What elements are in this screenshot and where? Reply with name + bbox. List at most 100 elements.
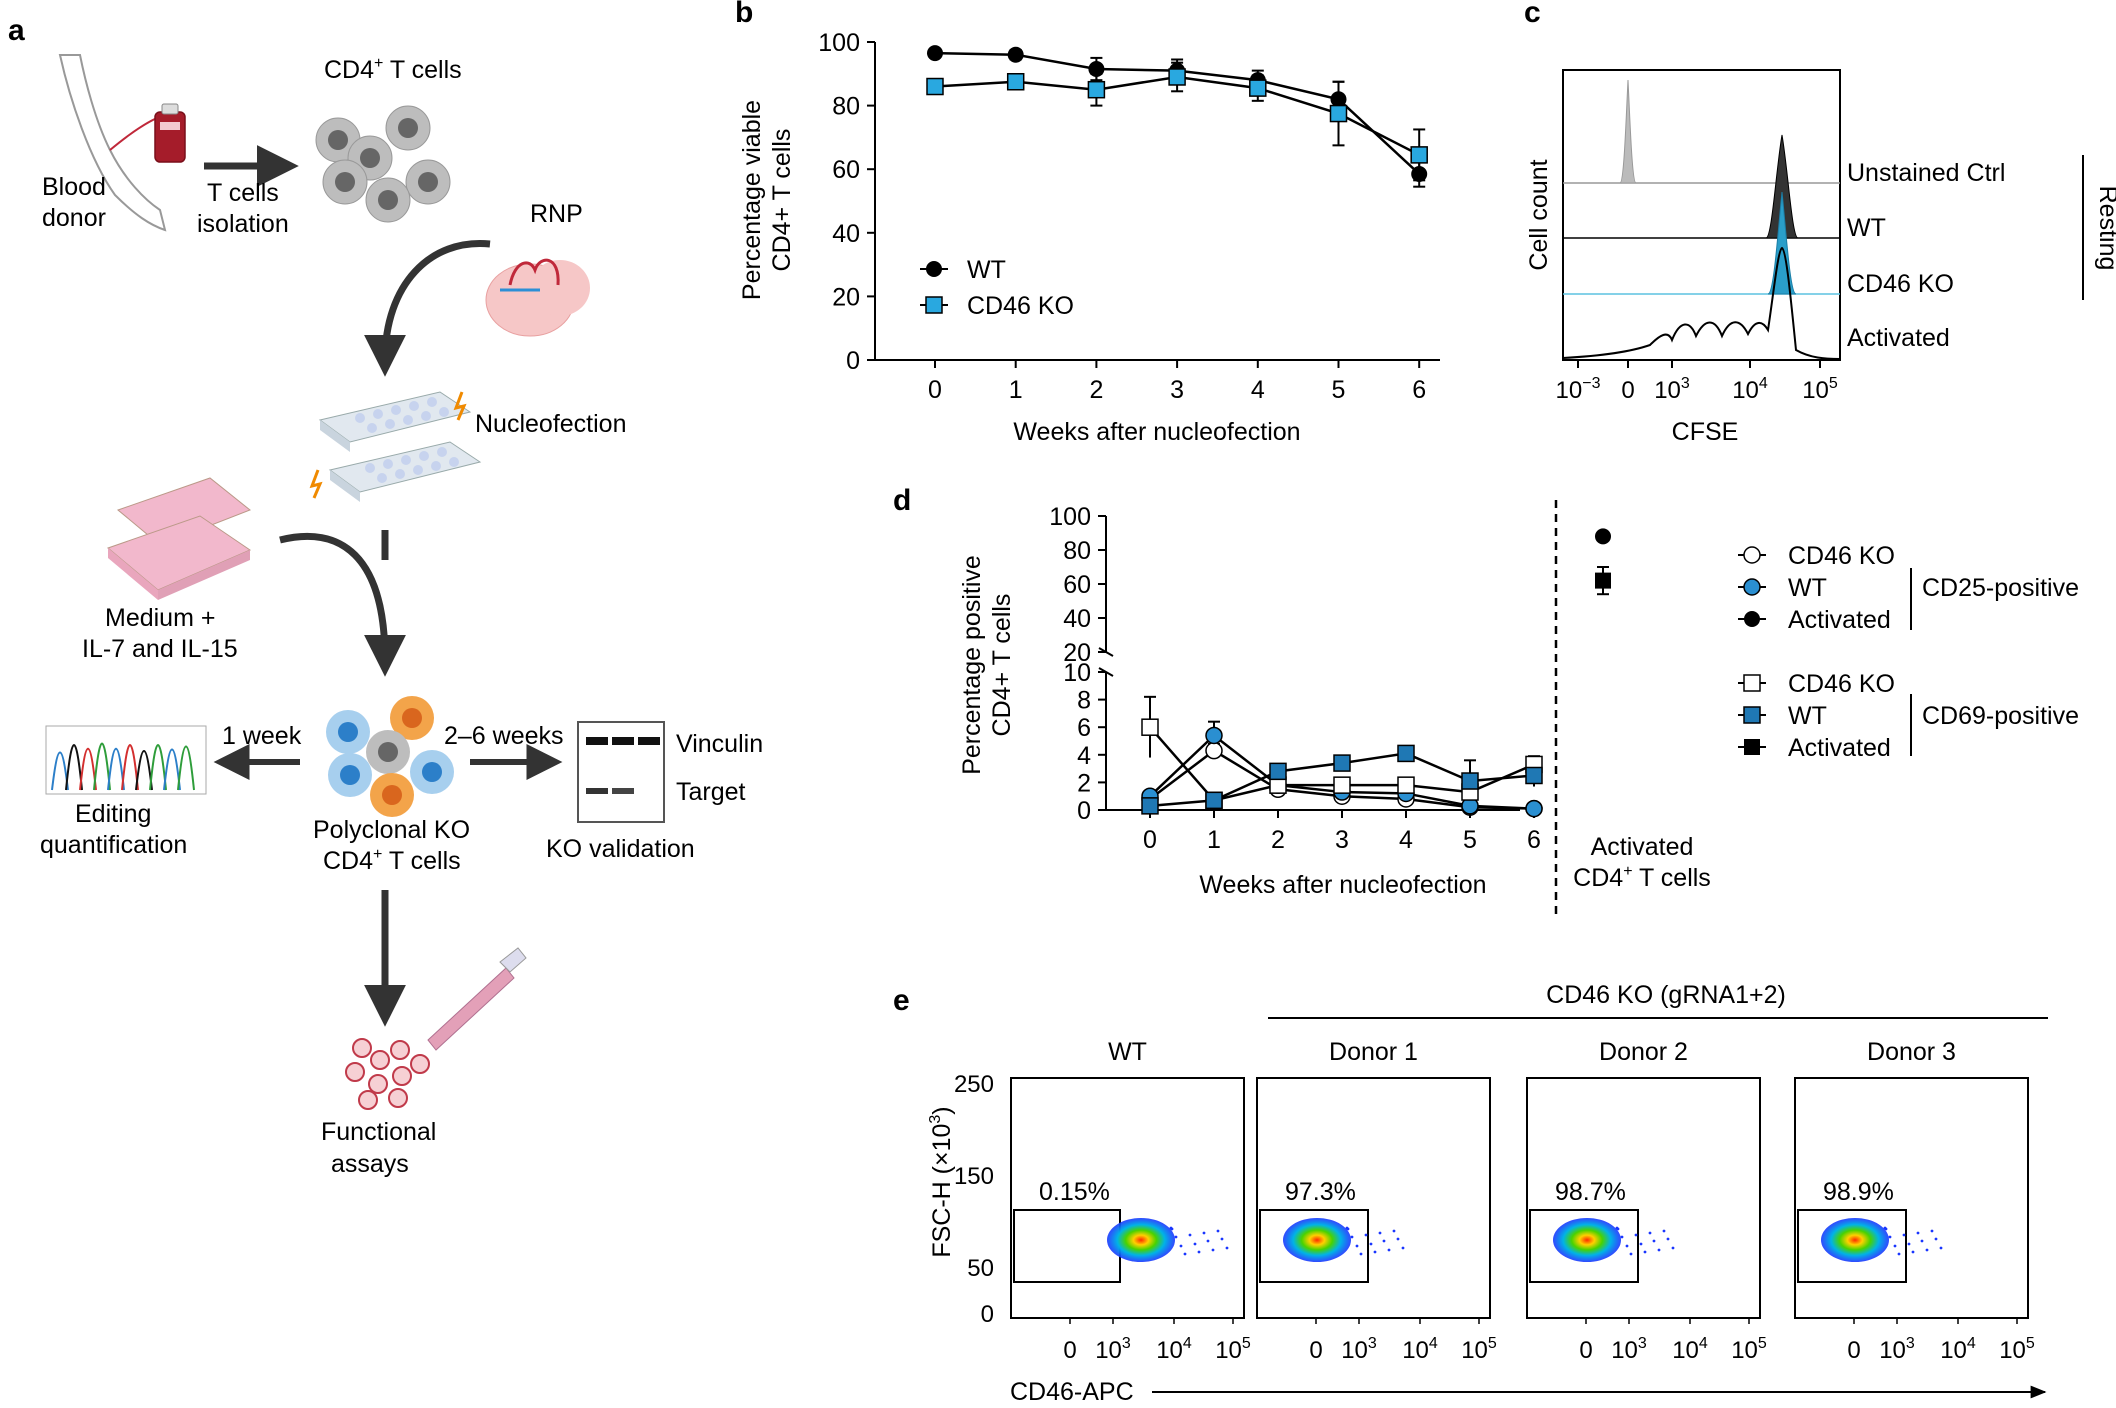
- e-x-tick-label: 0: [1847, 1337, 1860, 1364]
- panel-letter-a: a: [8, 14, 25, 47]
- b-y-axis-label-1: Percentage viable: [738, 100, 766, 300]
- e-y-axis-label: FSC-H (×103): [927, 1106, 956, 1257]
- e-event-dot: [1188, 1233, 1192, 1237]
- e-event-dot: [1884, 1227, 1888, 1231]
- b-data-point: [1329, 104, 1348, 123]
- d-activated-label-2: CD4+ T cells: [1573, 863, 1711, 892]
- e-event-dot: [1206, 1239, 1210, 1243]
- e-x-tick-label: 104: [1940, 1335, 1976, 1364]
- e-event-dot: [1616, 1227, 1620, 1231]
- b-x-tick-label: 6: [1412, 376, 1426, 404]
- c-x-tick-label: 0: [1621, 377, 1634, 404]
- d-x-tick-label: 0: [1143, 826, 1157, 854]
- d-data-point: [1397, 744, 1415, 763]
- d-data-point: [1205, 741, 1223, 760]
- e-x-tick-label: 104: [1402, 1335, 1438, 1364]
- d-legend-cd25-ko: CD46 KO: [1788, 542, 1895, 570]
- e-gate: [1797, 1209, 1907, 1283]
- b-x-axis-label: Weeks after nucleofection: [1013, 418, 1300, 446]
- e-x-tick-label: 103: [1879, 1335, 1915, 1364]
- e-plot-frame: [1256, 1077, 1491, 1319]
- panel-b-viability-chart: 0 20 40 60 80 100 0 1 2 3 4 5 6 Weeks after nucleof…: [738, 29, 1440, 446]
- e-event-dot: [1170, 1227, 1174, 1231]
- d-legend-cd69-wt: WT: [1788, 702, 1827, 730]
- c-resting-label: Resting: [2094, 186, 2116, 271]
- e-event-dot: [1662, 1229, 1666, 1233]
- e-event-dot: [1634, 1233, 1638, 1237]
- e-event-dot: [1671, 1246, 1675, 1250]
- arm-illustration: [58, 54, 167, 232]
- one-week-label: 1 week: [222, 722, 302, 750]
- e-x-tick-label: 105: [1215, 1335, 1251, 1364]
- t-cells-isolation-label-1: T cells: [207, 179, 279, 207]
- d-activated-label-1: Activated: [1591, 833, 1694, 861]
- d-data-point: [1333, 776, 1351, 794]
- panel-letter-b: b: [735, 0, 753, 29]
- b-data-point: [1006, 73, 1025, 91]
- c-unstained-peak: [1619, 79, 1637, 184]
- e-event-dot: [1648, 1231, 1652, 1235]
- d-x-tick-label: 6: [1527, 826, 1541, 854]
- d-data-point: [1333, 754, 1351, 772]
- e-event-dot: [1202, 1231, 1206, 1235]
- e-event-dot: [1916, 1231, 1920, 1235]
- d-data-point: [1525, 766, 1543, 785]
- d-y-tick-label: 80: [1063, 537, 1091, 565]
- c-track-activated: Activated: [1847, 324, 1950, 352]
- d-legend-cd69-group: CD69-positive: [1922, 702, 2079, 730]
- e-density-blob: [1553, 1218, 1621, 1262]
- e-event-dot: [1939, 1246, 1943, 1250]
- e-gate: [1529, 1209, 1639, 1283]
- d-x-tick-label: 1: [1207, 826, 1221, 854]
- e-event-dot: [1920, 1239, 1924, 1243]
- b-data-point: [1410, 146, 1428, 164]
- ko-validation-label: KO validation: [546, 835, 695, 863]
- functional-label-2: assays: [331, 1150, 409, 1178]
- d-y-tick-label: 40: [1063, 605, 1091, 633]
- b-y-tick-label: 40: [832, 220, 860, 248]
- e-x-tick-label: 0: [1579, 1337, 1592, 1364]
- panel-letter-c: c: [1524, 0, 1541, 29]
- e-event-dot: [1382, 1239, 1386, 1243]
- d-y-tick-label: 60: [1063, 571, 1091, 599]
- ko-cells-cluster: [326, 696, 454, 817]
- t-cells-cluster: [315, 105, 451, 223]
- d-y-tick-label: 4: [1077, 742, 1091, 770]
- e-x-tick-label: 0: [1063, 1337, 1076, 1364]
- panel-e-flow-plots: CD46 KO (gRNA1+2) WT 0.15% 0 103 104 105 Donor…: [927, 981, 2048, 1406]
- panel-letter-d: d: [893, 484, 911, 517]
- target-label: Target: [676, 778, 746, 806]
- pipette-icon: [427, 947, 527, 1051]
- b-y-tick-label: 60: [832, 156, 860, 184]
- vinculin-label: Vinculin: [676, 730, 763, 758]
- b-y-tick-label: 0: [846, 347, 860, 375]
- e-event-dot: [1174, 1235, 1178, 1239]
- e-event-dot: [1197, 1250, 1201, 1254]
- b-legend: WT CD46 KO: [920, 256, 1074, 320]
- b-x-tick-label: 1: [1009, 376, 1023, 404]
- c-track-ko: CD46 KO: [1847, 270, 1954, 298]
- e-event-dot: [1350, 1235, 1354, 1239]
- b-x-tick-label: 3: [1170, 376, 1184, 404]
- d-legend-cd25-wt: WT: [1788, 574, 1827, 602]
- d-x-tick-label: 5: [1463, 826, 1477, 854]
- d-y-tick-label: 20: [1063, 639, 1091, 667]
- d-x-tick-label: 4: [1399, 826, 1413, 854]
- c-plot-frame: [1562, 69, 1841, 361]
- rnp-label: RNP: [530, 200, 583, 228]
- rnp-arrow: [364, 240, 491, 377]
- e-plot-frame: [1526, 1077, 1761, 1319]
- e-event-dot: [1888, 1235, 1892, 1239]
- e-event-dot: [1639, 1242, 1643, 1246]
- virus-cluster-icon: [345, 1038, 430, 1110]
- nucleofection-label: Nucleofection: [475, 410, 626, 438]
- e-y-tick-label: 50: [967, 1255, 994, 1282]
- d-y-tick-label: 10: [1063, 659, 1091, 687]
- e-event-dot: [1897, 1252, 1901, 1256]
- e-x-tick-label: 105: [1999, 1335, 2035, 1364]
- e-y-tick-label: 250: [954, 1071, 994, 1098]
- d-x-tick-label: 3: [1335, 826, 1349, 854]
- e-gate-percent: 97.3%: [1285, 1178, 1356, 1206]
